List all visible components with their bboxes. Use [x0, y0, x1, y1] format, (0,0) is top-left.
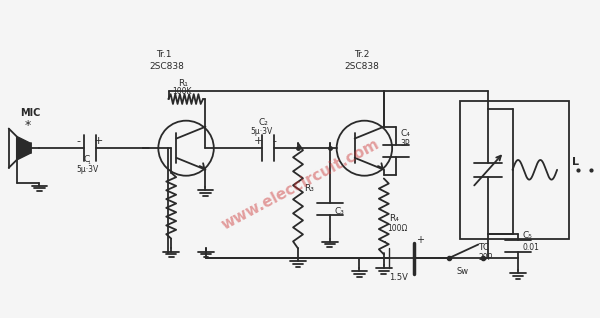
- Text: Tr.1: Tr.1: [157, 50, 172, 59]
- Text: C: C: [83, 155, 89, 164]
- Text: 3P: 3P: [401, 139, 410, 148]
- Text: TC: TC: [478, 243, 490, 252]
- Text: -: -: [382, 237, 386, 246]
- Text: C₂: C₂: [259, 118, 268, 127]
- Text: R₃: R₃: [304, 184, 314, 193]
- Text: ₁: ₁: [88, 159, 91, 165]
- Text: R₄: R₄: [389, 214, 398, 223]
- Bar: [461, 101, 569, 238]
- Polygon shape: [17, 136, 31, 160]
- Text: 100K: 100K: [172, 87, 191, 96]
- Text: 100Ω: 100Ω: [387, 224, 407, 233]
- Text: *: *: [25, 119, 31, 132]
- Text: 0.01: 0.01: [523, 243, 540, 252]
- Text: Tr.2: Tr.2: [355, 50, 370, 59]
- Text: -: -: [272, 136, 276, 146]
- Text: C₄: C₄: [401, 129, 410, 138]
- Text: 5μ·3V: 5μ·3V: [250, 128, 273, 136]
- Text: C₃: C₃: [335, 207, 344, 216]
- Text: L: L: [572, 157, 580, 167]
- Text: 5μ·3V: 5μ·3V: [76, 165, 98, 174]
- Text: 2SC838: 2SC838: [344, 62, 379, 71]
- Text: Sw: Sw: [457, 267, 469, 276]
- Text: +: +: [94, 136, 103, 146]
- Text: www.eleccircuit.com: www.eleccircuit.com: [218, 136, 382, 233]
- Text: R₁: R₁: [178, 79, 188, 88]
- Text: 20P: 20P: [478, 253, 493, 262]
- Text: 2SC838: 2SC838: [149, 62, 184, 71]
- Text: C₅: C₅: [523, 231, 533, 240]
- Text: +: +: [416, 234, 424, 245]
- Text: 1.5V: 1.5V: [389, 273, 408, 282]
- Text: +: +: [253, 136, 263, 146]
- Text: -: -: [76, 136, 80, 146]
- Text: MIC: MIC: [20, 108, 41, 118]
